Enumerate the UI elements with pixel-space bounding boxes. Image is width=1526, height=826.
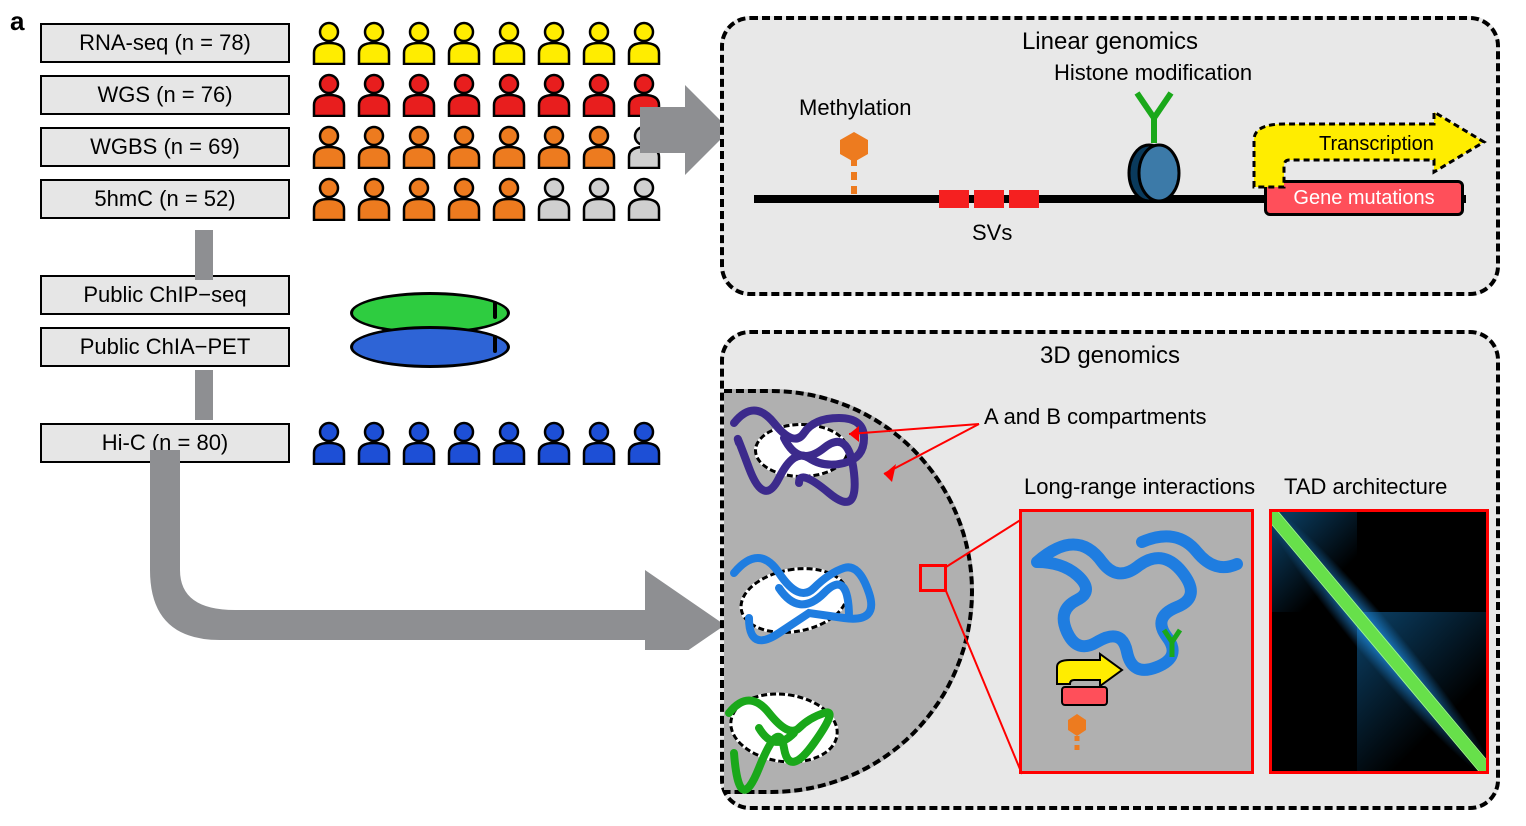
tad-label: TAD architecture — [1284, 474, 1447, 500]
assay-people — [308, 177, 665, 221]
person-icon — [578, 177, 620, 221]
chromatin-bot — [714, 678, 894, 808]
zoom-source-box — [919, 564, 947, 592]
person-icon — [308, 177, 350, 221]
linear-panel-title: Linear genomics — [724, 28, 1496, 56]
person-icon — [398, 125, 440, 169]
person-icon — [488, 125, 530, 169]
assay-row: RNA-seq (n = 78) — [40, 20, 680, 66]
methylation-icon — [834, 130, 874, 205]
assay-box: 5hmC (n = 52) — [40, 179, 290, 219]
person-icon — [623, 177, 665, 221]
arrow-hic-to-3d — [150, 450, 720, 650]
person-icon — [353, 125, 395, 169]
transcription-text: Transcription — [1319, 133, 1434, 155]
three-d-panel-title: 3D genomics — [724, 342, 1496, 370]
person-icon — [443, 73, 485, 117]
person-icon — [353, 73, 395, 117]
three-d-genomics-panel: 3D genomics A and B compartments Long-ra… — [720, 330, 1500, 810]
sv-block-1 — [939, 190, 969, 208]
compartment-label: A and B compartments — [984, 404, 1207, 430]
assay-row: WGS (n = 76) — [40, 72, 680, 118]
assays-list: RNA-seq (n = 78) WGS (n = 76) — [40, 20, 680, 222]
histone-icon — [1119, 88, 1189, 208]
person-icon — [578, 73, 620, 117]
person-icon — [623, 21, 665, 65]
sv-block-3 — [1009, 190, 1039, 208]
person-icon — [398, 73, 440, 117]
assay-people — [308, 73, 665, 117]
assays-column: RNA-seq (n = 78) WGS (n = 76) — [40, 20, 680, 472]
figure-label: a — [10, 6, 24, 37]
person-icon — [488, 177, 530, 221]
person-icon — [533, 73, 575, 117]
person-icon — [578, 125, 620, 169]
person-icon — [488, 73, 530, 117]
linear-genomics-panel: Linear genomics Methylation SVs Histone … — [720, 16, 1500, 296]
assay-people — [308, 21, 665, 65]
public-box: Public ChIA−PET — [40, 327, 290, 367]
chromatin-mid — [724, 533, 954, 683]
public-box: Public ChIP−seq — [40, 275, 290, 315]
compartment-arrows — [834, 414, 984, 494]
assay-people — [308, 125, 665, 169]
person-icon — [398, 177, 440, 221]
assay-row: WGBS (n = 69) — [40, 124, 680, 170]
assay-row: 5hmC (n = 52) — [40, 176, 680, 222]
person-icon — [443, 21, 485, 65]
methylation-label: Methylation — [799, 95, 912, 121]
histone-label: Histone modification — [1054, 60, 1252, 86]
person-icon — [398, 21, 440, 65]
person-icon — [353, 177, 395, 221]
dish-chiapet — [350, 326, 510, 368]
person-icon — [443, 125, 485, 169]
petri-dish-stack — [350, 292, 510, 360]
arrow-assays-to-linear — [640, 85, 730, 175]
person-icon — [353, 21, 395, 65]
person-icon — [533, 125, 575, 169]
person-icon — [308, 21, 350, 65]
longrange-zoom-box — [1019, 509, 1254, 774]
assay-box: WGS (n = 76) — [40, 75, 290, 115]
person-icon — [578, 21, 620, 65]
svs-label: SVs — [972, 220, 1012, 246]
person-icon — [533, 177, 575, 221]
assay-box: WGBS (n = 69) — [40, 127, 290, 167]
tad-heatmap — [1269, 509, 1489, 774]
person-icon — [308, 125, 350, 169]
transcription-arrow: Transcription — [1234, 112, 1489, 197]
sv-block-2 — [974, 190, 1004, 208]
person-icon — [533, 21, 575, 65]
assay-box: RNA-seq (n = 78) — [40, 23, 290, 63]
longrange-label: Long-range interactions — [1024, 474, 1255, 500]
connector-assays-to-public — [195, 230, 213, 280]
person-icon — [308, 73, 350, 117]
person-icon — [488, 21, 530, 65]
connector-public-to-hic — [195, 370, 213, 420]
person-icon — [443, 177, 485, 221]
